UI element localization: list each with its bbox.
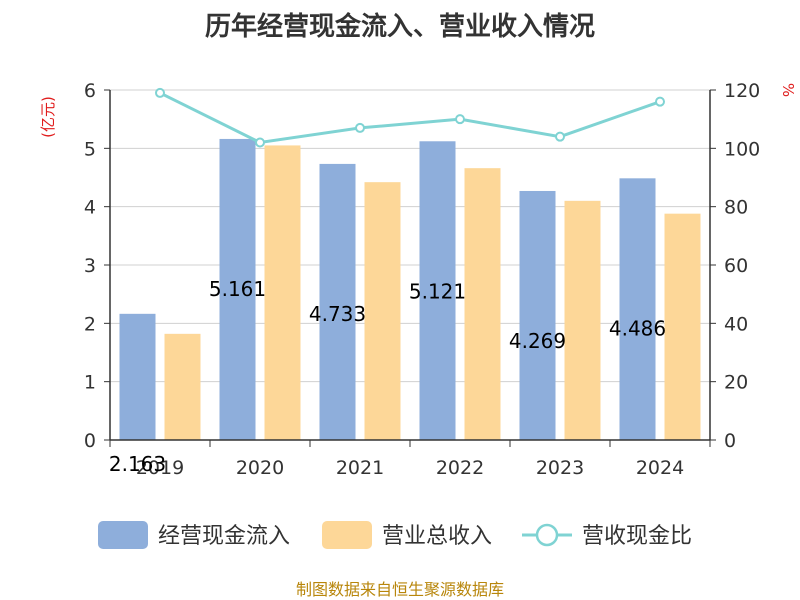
legend-swatch-经营现金流入 [98,521,148,549]
x-tick-label: 2020 [236,457,284,479]
ratio-point-2021 [355,122,365,133]
data-label-2020: 5.161 [209,277,266,301]
data-label-2023: 4.269 [509,329,566,353]
bar-经营现金流入-2020 [219,138,256,441]
data-label-2019: 2.163 [109,452,166,476]
bar-经营现金流入-2024 [619,178,656,441]
ratio-point-2024 [655,96,665,107]
bar-经营现金流入-2019 [119,313,156,440]
x-tick-label: 2022 [436,457,484,479]
ratio-point-2023 [555,131,565,142]
source-note: 制图数据来自恒生聚源数据库 [295,580,504,599]
ratio-point-2022 [455,114,465,125]
legend-label-营业总收入: 营业总收入 [382,524,492,549]
bar-营业总收入-2020 [264,145,301,440]
left-tick-label: 2 [84,313,96,335]
legend-swatch-营业总收入 [322,521,372,549]
bar-经营现金流入-2021 [319,163,356,441]
legend: 经营现金流入 营业总收入 营收现金比 [98,521,692,549]
data-label-2022: 5.121 [409,279,466,303]
right-tick-label: 80 [724,197,748,219]
ratio-line-path [159,91,661,145]
legend-marker-营收现金比 [535,523,559,547]
ratio-point-2020 [255,137,265,148]
bar-经营现金流入-2023 [519,190,556,440]
right-axis-unit: % [779,83,797,97]
left-tick-label: 5 [84,138,96,160]
bar-营业总收入-2023 [564,200,601,440]
left-tick-label: 4 [84,197,96,219]
left-tick-label: 1 [84,372,96,394]
right-tick-label: 0 [724,430,736,452]
data-label-2021: 4.733 [309,302,366,326]
bar-营业总收入-2019 [164,333,201,440]
ratio-point-2019 [155,87,165,98]
x-tick-label: 2021 [336,457,384,479]
bar-经营现金流入-2022 [419,141,456,440]
bar-营业总收入-2021 [364,182,401,440]
chart-title: 历年经营现金流入、营业收入情况 [204,12,595,42]
right-tick-label: 120 [724,80,760,102]
grid-lines [110,89,710,383]
bar-营业总收入-2024 [664,213,701,440]
right-tick-label: 60 [724,255,748,277]
left-axis-unit: (亿元) [39,96,57,138]
legend-label-营收现金比: 营收现金比 [582,524,692,549]
left-tick-label: 6 [84,80,96,102]
ratio-line [155,87,665,148]
legend-label-经营现金流入: 经营现金流入 [158,524,290,549]
data-labels: 2.163 5.161 4.733 5.121 4.269 4.486 [109,277,666,476]
data-label-2024: 4.486 [609,316,666,340]
right-tick-label: 100 [724,138,760,160]
bar-营业总收入-2022 [464,168,501,440]
bars [119,138,701,441]
x-tick-label: 2019 [136,457,184,479]
x-tick-label: 2024 [636,457,684,479]
x-tick-label: 2023 [536,457,584,479]
left-tick-label: 3 [84,255,96,277]
right-tick-label: 40 [724,313,748,335]
left-tick-label: 0 [84,430,96,452]
right-tick-label: 20 [724,372,748,394]
